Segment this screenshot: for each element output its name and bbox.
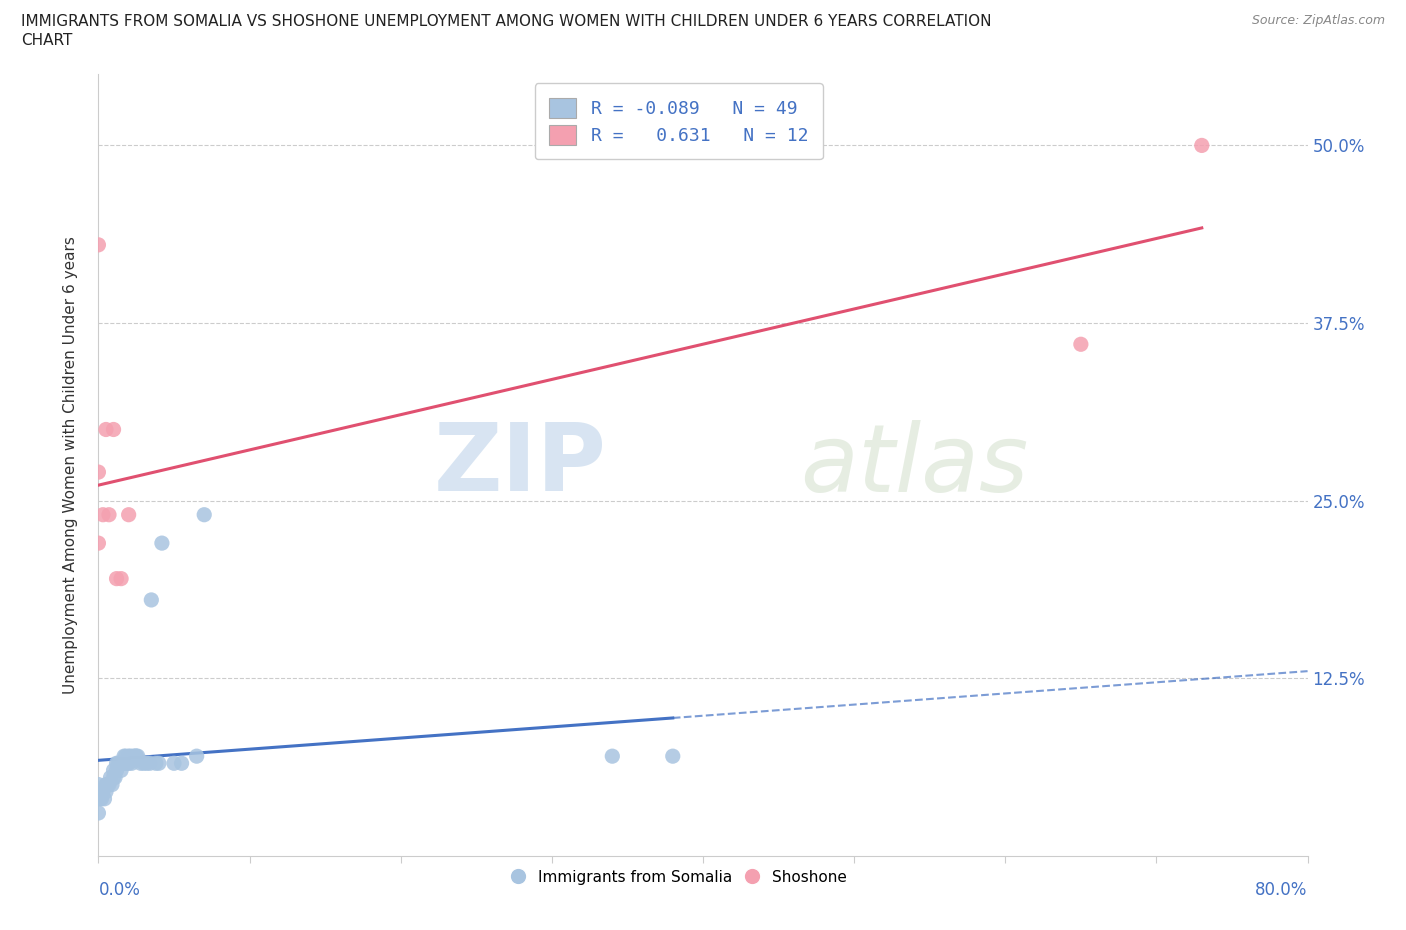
Point [91,507,114,522]
Text: 80.0%: 80.0% [1256,881,1308,898]
Point [163,756,186,771]
Point [115,756,138,771]
Point [94,777,117,792]
Point [124,749,146,764]
Point [141,592,163,607]
Point [91,784,114,799]
Text: atlas: atlas [800,419,1028,511]
Point [122,749,145,764]
Point [105,763,128,777]
Point [108,756,131,771]
Point [105,756,128,771]
Point [120,749,142,764]
Point [87,465,110,480]
Point [114,756,136,771]
Point [90,791,112,806]
Point [104,770,127,785]
Point [101,777,124,792]
Point [1070,337,1092,352]
Point [132,756,155,771]
Point [1191,138,1213,153]
Point [118,749,141,764]
Point [118,756,141,771]
Point [110,571,132,586]
Point [87,536,110,551]
Point [148,756,170,771]
Point [135,756,157,771]
Point [96,777,118,792]
Point [94,784,117,799]
Point [114,749,136,764]
Point [103,770,125,785]
Point [87,777,110,792]
Text: Source: ZipAtlas.com: Source: ZipAtlas.com [1251,14,1385,27]
Point [139,756,162,771]
Point [100,770,122,785]
Point [170,756,193,771]
Point [105,571,128,586]
Text: CHART: CHART [21,33,73,47]
Point [89,791,111,806]
Point [103,763,125,777]
Point [98,777,121,792]
Text: ZIP: ZIP [433,419,606,511]
Point [103,422,125,437]
Point [87,805,110,820]
Point [110,756,132,771]
Point [602,749,624,764]
Point [125,749,148,764]
Point [129,756,152,771]
Point [121,756,143,771]
Point [112,749,135,764]
Point [193,507,215,522]
Text: IMMIGRANTS FROM SOMALIA VS SHOSHONE UNEMPLOYMENT AMONG WOMEN WITH CHILDREN UNDER: IMMIGRANTS FROM SOMALIA VS SHOSHONE UNEM… [21,14,991,29]
Point [127,749,149,764]
Point [87,237,110,252]
Point [107,756,129,771]
Point [93,791,115,806]
Point [118,507,141,522]
Point [110,763,132,777]
Point [125,749,148,764]
Point [98,507,121,522]
Legend: Immigrants from Somalia, Shoshone: Immigrants from Somalia, Shoshone [505,864,853,891]
Y-axis label: Unemployment Among Women with Children Under 6 years: Unemployment Among Women with Children U… [63,236,77,694]
Point [94,422,117,437]
Text: 0.0%: 0.0% [98,881,141,898]
Point [186,749,208,764]
Point [661,749,683,764]
Point [111,756,134,771]
Point [145,756,167,771]
Point [150,536,173,551]
